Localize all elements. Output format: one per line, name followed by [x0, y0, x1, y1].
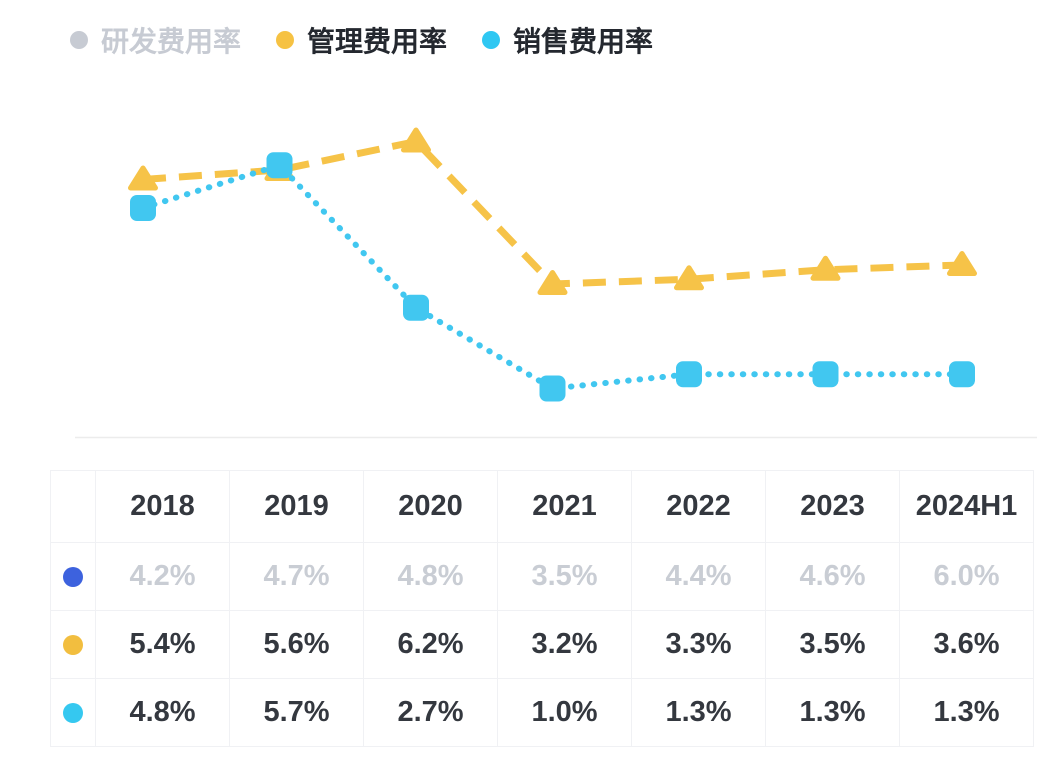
data-point-marker	[674, 265, 704, 291]
data-point-marker	[128, 165, 158, 191]
series-dot-icon	[63, 703, 83, 724]
column-header-2020: 2020	[363, 470, 498, 543]
table-cell: 5.7%	[229, 678, 364, 747]
column-header-2024h1: 2024H1	[899, 470, 1034, 543]
legend-item-sales-expense-ratio[interactable]: 销售费用率	[482, 20, 653, 60]
table-cell: 3.5%	[765, 610, 900, 679]
table-cell: 4.8%	[95, 678, 230, 747]
column-header-2023: 2023	[765, 470, 900, 543]
column-header-2018: 2018	[95, 470, 230, 543]
table-row-rd-expense-ratio: 4.2% 4.7% 4.8% 3.5% 4.4% 4.6% 6.0%	[50, 542, 1034, 611]
data-table: 2018 2019 2020 2021 2022 2023 2024H1 4.2…	[50, 470, 1034, 747]
data-point-marker	[810, 255, 841, 281]
table-row-sales-expense-ratio: 4.8% 5.7% 2.7% 1.0% 1.3% 1.3% 1.3%	[50, 678, 1034, 747]
table-cell: 1.0%	[497, 678, 632, 747]
data-point-marker	[401, 127, 431, 153]
corner-cell	[50, 470, 96, 543]
table-cell: 1.3%	[765, 678, 900, 747]
legend-label: 管理费用率	[307, 26, 448, 57]
data-point-marker	[130, 195, 156, 221]
legend-item-rd-expense-ratio[interactable]: 研发费用率	[70, 20, 241, 60]
legend-dot-icon	[276, 31, 295, 49]
table-cell: 4.6%	[765, 542, 900, 611]
table-cell: 1.3%	[899, 678, 1034, 747]
table-cell: 4.2%	[95, 542, 230, 611]
table-header-row: 2018 2019 2020 2021 2022 2023 2024H1	[50, 470, 1034, 543]
series-销售费用率	[130, 152, 975, 402]
data-point-marker	[812, 361, 839, 388]
table-cell: 6.2%	[363, 610, 498, 679]
table-cell: 4.4%	[631, 542, 766, 611]
line-chart	[75, 127, 1037, 439]
column-header-2022: 2022	[631, 470, 766, 543]
data-point-marker	[676, 361, 702, 388]
legend-dot-icon	[70, 31, 88, 49]
series-管理费用率	[128, 127, 977, 295]
data-point-marker	[403, 294, 429, 321]
series-dot-icon	[63, 635, 83, 656]
data-point-marker	[947, 251, 977, 276]
column-header-2021: 2021	[497, 470, 632, 543]
table-cell: 3.2%	[497, 610, 632, 679]
table-cell: 2.7%	[363, 678, 498, 747]
table-cell: 6.0%	[899, 542, 1034, 611]
table-cell: 1.3%	[631, 678, 766, 747]
row-label-cell	[50, 542, 96, 611]
table-cell: 5.6%	[229, 610, 364, 679]
legend-label: 研发费用率	[101, 26, 242, 57]
legend-item-admin-expense-ratio[interactable]: 管理费用率	[276, 20, 447, 60]
data-point-marker	[266, 152, 293, 179]
series-dot-icon	[63, 567, 83, 588]
legend-dot-icon	[482, 31, 501, 49]
table-cell: 3.5%	[497, 542, 632, 611]
table-cell: 4.7%	[229, 542, 364, 611]
table-wrap: 2018 2019 2020 2021 2022 2023 2024H1 4.2…	[50, 470, 1034, 747]
data-point-marker	[539, 375, 566, 402]
column-header-2019: 2019	[229, 470, 364, 543]
row-label-cell	[50, 678, 96, 747]
table-row-admin-expense-ratio: 5.4% 5.6% 6.2% 3.2% 3.3% 3.5% 3.6%	[50, 610, 1034, 679]
data-point-marker	[949, 361, 975, 388]
table-cell: 3.6%	[899, 610, 1034, 679]
table-cell: 5.4%	[95, 610, 230, 679]
data-point-marker	[537, 270, 568, 295]
chart-legend: 研发费用率 管理费用率 销售费用率	[70, 20, 653, 60]
table-cell: 3.3%	[631, 610, 766, 679]
row-label-cell	[50, 610, 96, 679]
table-cell: 4.8%	[363, 542, 498, 611]
legend-label: 销售费用率	[513, 26, 654, 57]
